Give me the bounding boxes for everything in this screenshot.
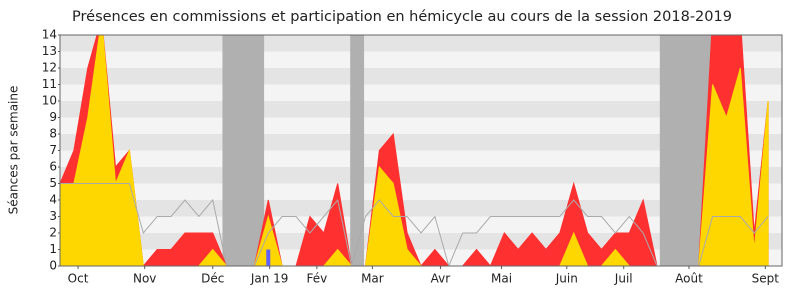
y-tick-label: 0	[49, 259, 57, 273]
x-tick-label: Avr	[431, 272, 451, 286]
y-tick-label: 9	[49, 110, 57, 124]
plot-area	[60, 35, 782, 266]
bar	[266, 249, 271, 266]
y-tick-label: 14	[42, 28, 57, 42]
vacation-band	[222, 35, 265, 266]
x-tick-label: Mai	[491, 272, 512, 286]
y-tick-label: 10	[42, 94, 57, 108]
plot-frame	[59, 34, 783, 267]
y-tick-label: 13	[42, 44, 57, 58]
y-tick-label: 6	[49, 160, 57, 174]
y-axis-label: Séances par semaine	[7, 86, 21, 215]
x-tick-label: Sept	[752, 272, 780, 286]
area	[60, 35, 769, 266]
y-tick-label: 7	[49, 143, 57, 157]
chart-title: Présences en commissions et participatio…	[72, 9, 732, 25]
x-tick-label: Oct	[68, 272, 89, 286]
y-tick-label: 12	[42, 61, 57, 75]
y-tick-label: 11	[42, 77, 57, 91]
vacation-band	[350, 35, 365, 266]
x-tick-label: Juil	[614, 272, 633, 286]
x-tick-label: Déc	[201, 272, 224, 286]
y-tick-label: 1	[49, 242, 57, 256]
y-tick-label: 2	[49, 226, 57, 240]
y-tick-label: 3	[49, 209, 57, 223]
x-tick-label: Jan 19	[250, 272, 289, 286]
y-tick-label: 4	[49, 193, 57, 207]
x-tick-label: Fév	[306, 272, 327, 286]
y-tick-label: 5	[49, 176, 57, 190]
x-tick-label: Août	[675, 272, 703, 286]
y-tick-label: 8	[49, 127, 57, 141]
x-tick-label: Nov	[133, 272, 156, 286]
median-line	[60, 183, 769, 266]
x-tick-label: Mar	[361, 272, 384, 286]
x-tick-label: Juin	[555, 272, 578, 286]
